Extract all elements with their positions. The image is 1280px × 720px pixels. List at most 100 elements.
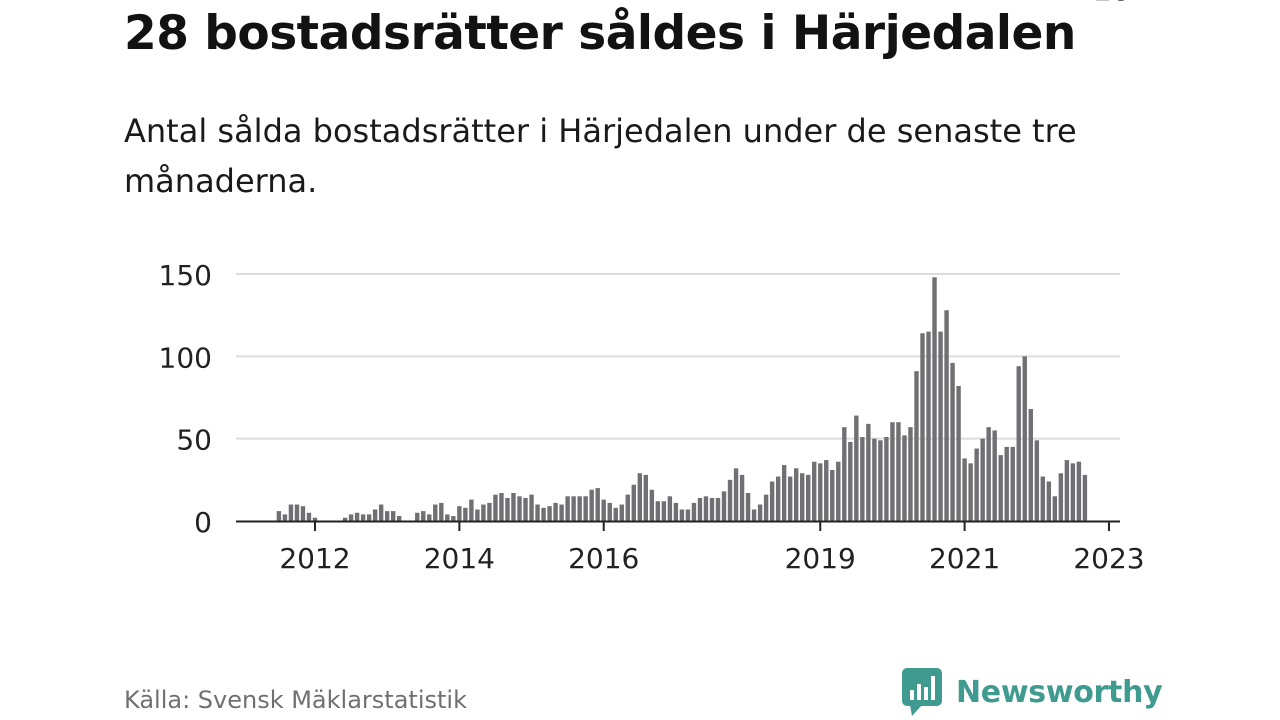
page-subtitle: Antal sålda bostadsrätter i Härjedalen u… [124,112,1077,200]
labels: 0 50 100 150 2012 2014 2016 2019 2021 2023 28 [159,0,1145,575]
bar [926,331,931,521]
bar [667,496,673,521]
bar [848,441,853,521]
bar [541,507,546,521]
bar [457,506,462,521]
bar [980,438,985,521]
bar [685,509,691,521]
gridlines [236,273,1120,440]
bar [818,463,823,521]
bar [884,437,889,521]
bar [366,514,372,521]
bar [1082,474,1088,521]
bar [697,497,703,521]
bar [890,422,895,521]
bar [397,516,402,521]
bar [583,496,588,521]
bar [691,502,697,521]
bar [619,504,624,521]
bar [421,511,426,521]
bar [1052,496,1058,521]
bar [800,473,805,521]
bar [824,460,829,521]
bar [294,504,300,521]
bar [914,371,919,521]
bar [679,509,685,521]
bar [384,511,390,521]
bar [607,502,612,521]
bar [661,501,667,521]
bar [390,511,396,521]
bar [276,511,282,521]
bar [842,427,847,521]
bars [276,277,1088,521]
bar [523,497,528,521]
bar [727,479,733,521]
source-note: Källa: Svensk Mäklarstatistik [124,686,467,714]
bar [282,514,288,521]
bar [986,427,991,521]
bar [529,494,534,521]
bar [655,501,661,521]
bar [475,509,480,521]
bar [1016,366,1021,521]
x-tick-label: 2016 [568,542,639,575]
bar [956,385,961,521]
bar [415,512,420,521]
bar [1010,446,1015,521]
axes [236,520,1120,531]
bar [944,310,949,521]
bar [631,484,636,521]
bar [1046,481,1052,521]
page-title: 28 bostadsrätter såldes i Härjedalen [124,6,1076,61]
bar [673,502,679,521]
brand-logo[interactable]: Newsworthy [902,668,1163,716]
bar [342,517,348,521]
bar [715,497,721,521]
bar [300,506,306,521]
bar [595,488,600,521]
bar [433,504,438,521]
bar [920,333,925,521]
bar [1040,476,1045,521]
bar [992,430,997,521]
y-tick-label: 150 [159,259,212,292]
bar [306,512,312,521]
bar [469,499,474,521]
bar [763,494,769,521]
bar [974,448,979,521]
x-tick-label: 2012 [279,542,350,575]
bar [312,517,318,521]
bar [643,474,649,521]
bar [866,423,871,521]
bar [511,493,516,521]
y-tick-label: 0 [194,506,212,539]
x-tick-label: 2021 [929,542,1000,575]
bar [878,440,883,521]
x-tick-label: 2019 [785,542,856,575]
bar [487,502,492,521]
bar [505,497,510,521]
bar [830,469,835,521]
bar [1004,446,1009,521]
bar [577,496,582,521]
bar [1058,473,1064,521]
bar [613,507,618,521]
latest-value-label: 28 [1094,0,1130,7]
bar [565,496,570,521]
bar [775,476,781,521]
bar [1034,440,1039,521]
bar [360,514,366,521]
bar [589,489,594,521]
bar [769,481,775,521]
x-tick-label: 2023 [1073,542,1144,575]
bar [950,362,955,521]
bar [463,507,468,521]
bar [968,463,973,521]
bar [1022,356,1027,521]
bar [902,435,907,521]
bar [499,493,504,521]
bar [649,489,655,521]
bar [854,415,859,521]
